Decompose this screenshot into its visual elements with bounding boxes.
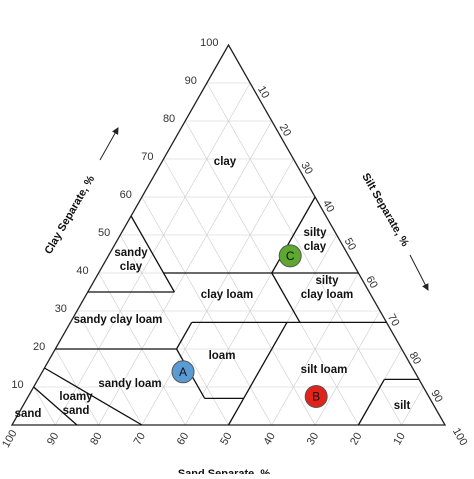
sand-tick-label: 90 [45, 431, 62, 448]
sample-point [304, 385, 328, 408]
region-label: silty clay loam [301, 275, 353, 301]
region-label: silt loam [301, 364, 348, 376]
region-label: silt [394, 400, 411, 412]
sample-label: A [179, 365, 187, 379]
clay-tick-label: 10 [11, 379, 23, 391]
clay-tick-label: 90 [185, 75, 197, 87]
clay-tick-label: 70 [141, 151, 153, 163]
sand-tick-label: 20 [348, 431, 365, 448]
grid-line [76, 310, 143, 426]
clay-tick-label: 20 [33, 341, 45, 353]
clay-tick-label: 40 [76, 265, 88, 277]
silt-tick-label: 10 [255, 84, 272, 101]
grid-line [33, 386, 56, 426]
grid-line [141, 158, 294, 426]
texture-boundary [271, 272, 301, 323]
grid-line [401, 386, 424, 426]
silt-tick-label: 60 [363, 274, 380, 291]
silt-axis-title: Silt Separate, % [359, 171, 411, 249]
sand-tick-label: 70 [132, 431, 149, 448]
region-label: clay loam [201, 289, 253, 301]
clay-tick-label: 60 [120, 189, 132, 201]
silt-arrow [409, 254, 429, 291]
region-label: loamy sand [59, 391, 93, 417]
silt-tick-label: 40 [320, 198, 337, 215]
texture-boundary [227, 398, 245, 426]
texture-boundary [130, 215, 175, 293]
silt-tick-label: 80 [407, 350, 424, 367]
region-label: sandy loam [98, 378, 161, 390]
silt-tick-label: 30 [298, 160, 315, 177]
texture-boundary [44, 367, 143, 426]
sand-tick-label: 10 [391, 431, 408, 448]
silt-tick-label: 70 [385, 312, 402, 329]
grid [33, 82, 424, 426]
sample-label: C [286, 249, 295, 263]
texture-boundary [243, 322, 288, 399]
sand-tick-label: 100 [0, 428, 20, 450]
silt-tick-label: 90 [428, 388, 445, 405]
region-label: clay [214, 156, 237, 168]
clay-axis-title: Clay Separate, % [43, 173, 98, 256]
region-label: sandy clay [114, 247, 148, 273]
sample-point [171, 360, 195, 384]
boundaries [10, 43, 447, 426]
silt-tick-label: 50 [342, 236, 359, 253]
clay-tick-label: 50 [98, 227, 110, 239]
texture-boundary [33, 386, 78, 426]
grid-line [163, 158, 316, 426]
clay-tick-label: 80 [163, 113, 175, 125]
region-label: loam [209, 350, 236, 362]
sand-tick-label: 50 [218, 431, 235, 448]
texture-boundary [271, 196, 316, 274]
clay-arrow [99, 127, 119, 161]
clay-tick-label: 30 [55, 303, 67, 315]
sand-axis-title: Sand Separate, % [178, 468, 271, 474]
texture-boundary [175, 322, 193, 350]
grid-line [119, 234, 229, 426]
grid-line [206, 82, 402, 426]
silt-tick-label: 20 [277, 122, 294, 139]
silt-tick-label: 100 [450, 426, 470, 448]
region-label: sand [15, 408, 42, 420]
texture-boundary [357, 379, 385, 426]
region-label: sandy clay loam [74, 314, 163, 326]
sand-tick-label: 60 [175, 431, 192, 448]
region-label: silty clay [303, 227, 327, 253]
sand-tick-label: 30 [305, 431, 322, 448]
sample-label: B [312, 390, 320, 404]
clay-tick-label: 100 [200, 37, 218, 49]
labels: 10 20 30 40 50 60 70 80 90 100 10 20 30 40 50 60 70 80 90 1… [0, 37, 470, 479]
grid-line [314, 310, 381, 426]
sample-point [278, 244, 302, 268]
sand-tick-label: 80 [88, 431, 105, 448]
sand-tick-label: 40 [261, 431, 278, 448]
